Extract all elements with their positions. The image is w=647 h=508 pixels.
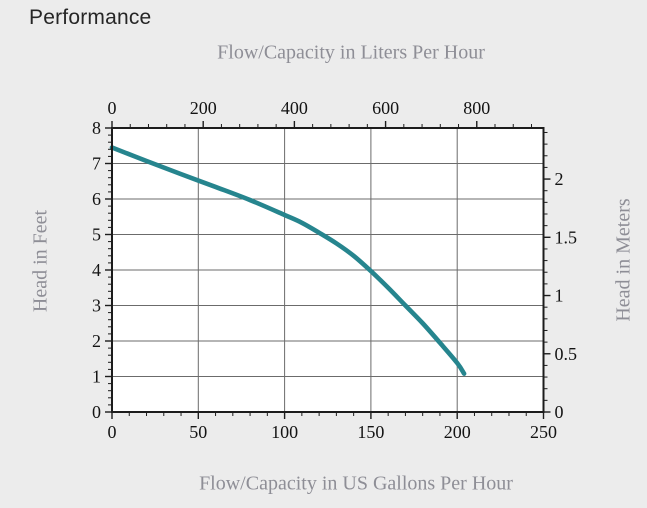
- svg-text:250: 250: [530, 422, 557, 442]
- svg-text:800: 800: [463, 98, 490, 118]
- svg-text:4: 4: [92, 260, 101, 280]
- svg-text:0.5: 0.5: [555, 344, 578, 364]
- svg-text:0: 0: [108, 422, 117, 442]
- page-title: Performance: [29, 6, 152, 29]
- svg-text:0: 0: [555, 402, 564, 422]
- svg-text:1: 1: [555, 286, 564, 306]
- svg-text:3: 3: [92, 296, 101, 316]
- svg-text:8: 8: [92, 118, 101, 138]
- svg-text:1.5: 1.5: [555, 227, 578, 247]
- svg-text:400: 400: [281, 98, 308, 118]
- svg-text:6: 6: [92, 189, 101, 209]
- svg-text:200: 200: [444, 422, 471, 442]
- top-axis-title: Flow/Capacity in Liters Per Hour: [217, 41, 485, 64]
- svg-text:0: 0: [108, 98, 117, 118]
- svg-text:1: 1: [92, 367, 101, 387]
- svg-text:600: 600: [372, 98, 399, 118]
- svg-text:2: 2: [92, 331, 101, 351]
- svg-text:5: 5: [92, 225, 101, 245]
- svg-text:200: 200: [190, 98, 217, 118]
- svg-text:7: 7: [92, 154, 101, 174]
- svg-text:100: 100: [271, 422, 298, 442]
- svg-text:2: 2: [555, 169, 564, 189]
- svg-text:150: 150: [357, 422, 384, 442]
- svg-text:50: 50: [189, 422, 207, 442]
- bottom-axis-title: Flow/Capacity in US Gallons Per Hour: [199, 472, 513, 495]
- svg-text:0: 0: [92, 402, 101, 422]
